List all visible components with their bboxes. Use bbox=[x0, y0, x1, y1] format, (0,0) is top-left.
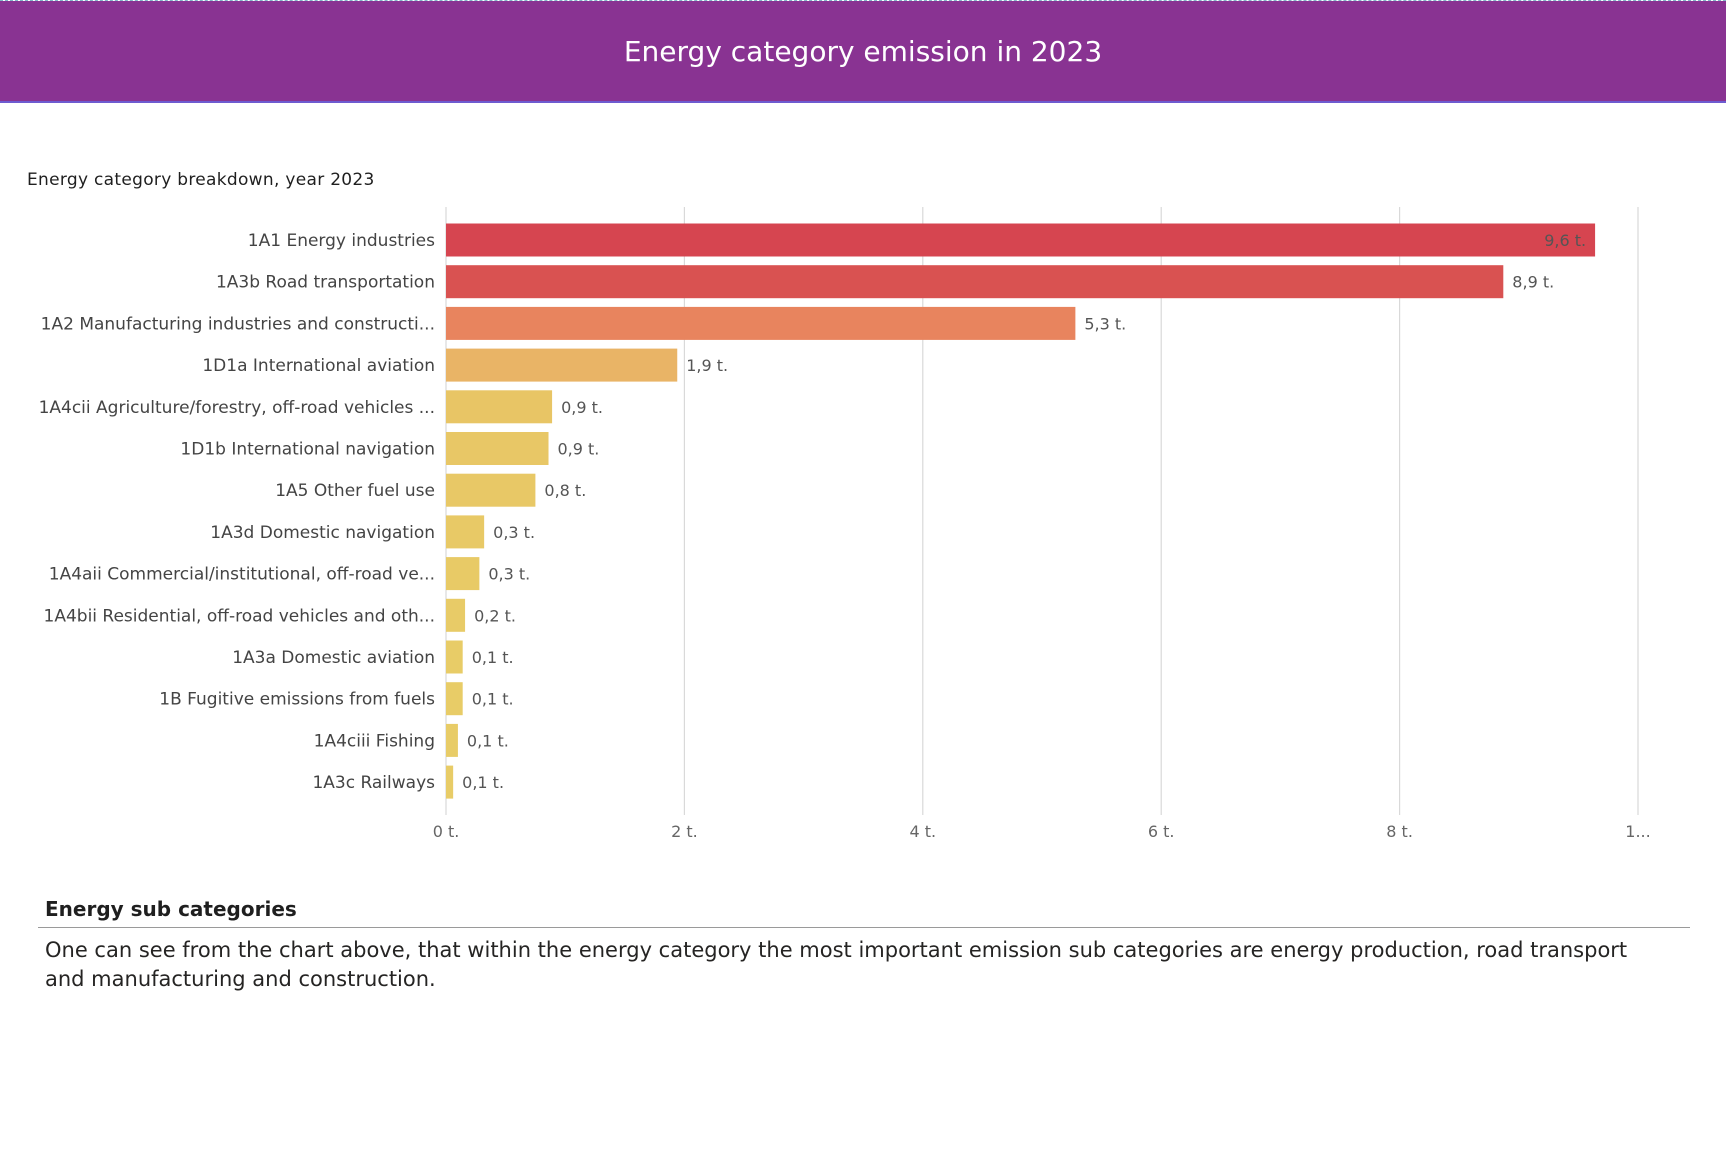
x-tick-label: 2 t. bbox=[671, 822, 698, 841]
data-label: 0,9 t. bbox=[561, 398, 603, 417]
section-heading: Energy sub categories bbox=[45, 897, 297, 921]
category-label: 1A4cii Agriculture/forestry, off-road ve… bbox=[39, 398, 435, 418]
bar bbox=[446, 265, 1504, 299]
category-label: 1A3c Railways bbox=[312, 773, 435, 793]
category-label: 1A3b Road transportation bbox=[216, 273, 435, 293]
data-label: 0,1 t. bbox=[472, 690, 514, 709]
x-tick-label: 0 t. bbox=[433, 822, 460, 841]
x-tick-label: 4 t. bbox=[909, 822, 936, 841]
bar bbox=[446, 682, 463, 716]
category-label: 1A4bii Residential, off-road vehicles an… bbox=[44, 606, 435, 626]
section-divider bbox=[38, 927, 1690, 928]
data-label: 0,3 t. bbox=[488, 565, 530, 584]
x-tick-label: 1... bbox=[1625, 822, 1650, 841]
bar bbox=[446, 223, 1596, 257]
x-tick-label: 6 t. bbox=[1148, 822, 1175, 841]
data-label: 0,2 t. bbox=[474, 606, 516, 625]
bar bbox=[446, 723, 458, 757]
data-label: 5,3 t. bbox=[1084, 314, 1126, 333]
category-label: 1A3a Domestic aviation bbox=[232, 648, 435, 668]
bar bbox=[446, 306, 1076, 340]
x-tick-label: 8 t. bbox=[1386, 822, 1413, 841]
bar bbox=[446, 765, 454, 799]
data-label: 0,1 t. bbox=[467, 731, 509, 750]
bar-chart: 0 t. 2 t. 4 t. 6 t. 8 t. 1... 1A1 Energy indus… bbox=[39, 207, 1651, 841]
category-label: 1D1a International aviation bbox=[202, 356, 435, 376]
category-label: 1A2 Manufacturing industries and constru… bbox=[41, 314, 435, 334]
page-title: Energy category emission in 2023 bbox=[623, 34, 1103, 68]
chart-title: Energy category breakdown, year 2023 bbox=[27, 170, 375, 190]
category-label: 1A4ciii Fishing bbox=[314, 731, 435, 751]
bar bbox=[446, 473, 536, 507]
data-label: 0,9 t. bbox=[558, 440, 600, 459]
category-label: 1B Fugitive emissions from fuels bbox=[159, 690, 435, 710]
category-label: 1D1b International navigation bbox=[180, 440, 435, 460]
bar bbox=[446, 557, 480, 591]
data-label: 0,8 t. bbox=[544, 481, 586, 500]
category-label: 1A5 Other fuel use bbox=[275, 481, 435, 501]
data-label: 8,9 t. bbox=[1512, 273, 1554, 292]
data-label: 0,3 t. bbox=[493, 523, 535, 542]
page-header: Energy category emission in 2023 bbox=[0, 1, 1726, 103]
data-label: 9,6 t. bbox=[1544, 231, 1586, 250]
category-label: 1A1 Energy industries bbox=[248, 231, 435, 251]
data-label: 1,9 t. bbox=[686, 356, 728, 375]
data-label: 0,1 t. bbox=[472, 648, 514, 667]
bar bbox=[446, 432, 549, 465]
bar bbox=[446, 640, 463, 674]
category-label: 1A4aii Commercial/institutional, off-roa… bbox=[49, 565, 435, 585]
bar bbox=[446, 348, 678, 382]
bar bbox=[446, 390, 553, 424]
bar bbox=[446, 515, 485, 549]
category-label: 1A3d Domestic navigation bbox=[210, 523, 435, 543]
section-body-text: One can see from the chart above, that w… bbox=[45, 938, 1628, 991]
data-label: 0,1 t. bbox=[462, 773, 504, 792]
bar bbox=[446, 598, 466, 632]
top-border bbox=[0, 0, 1726, 1]
